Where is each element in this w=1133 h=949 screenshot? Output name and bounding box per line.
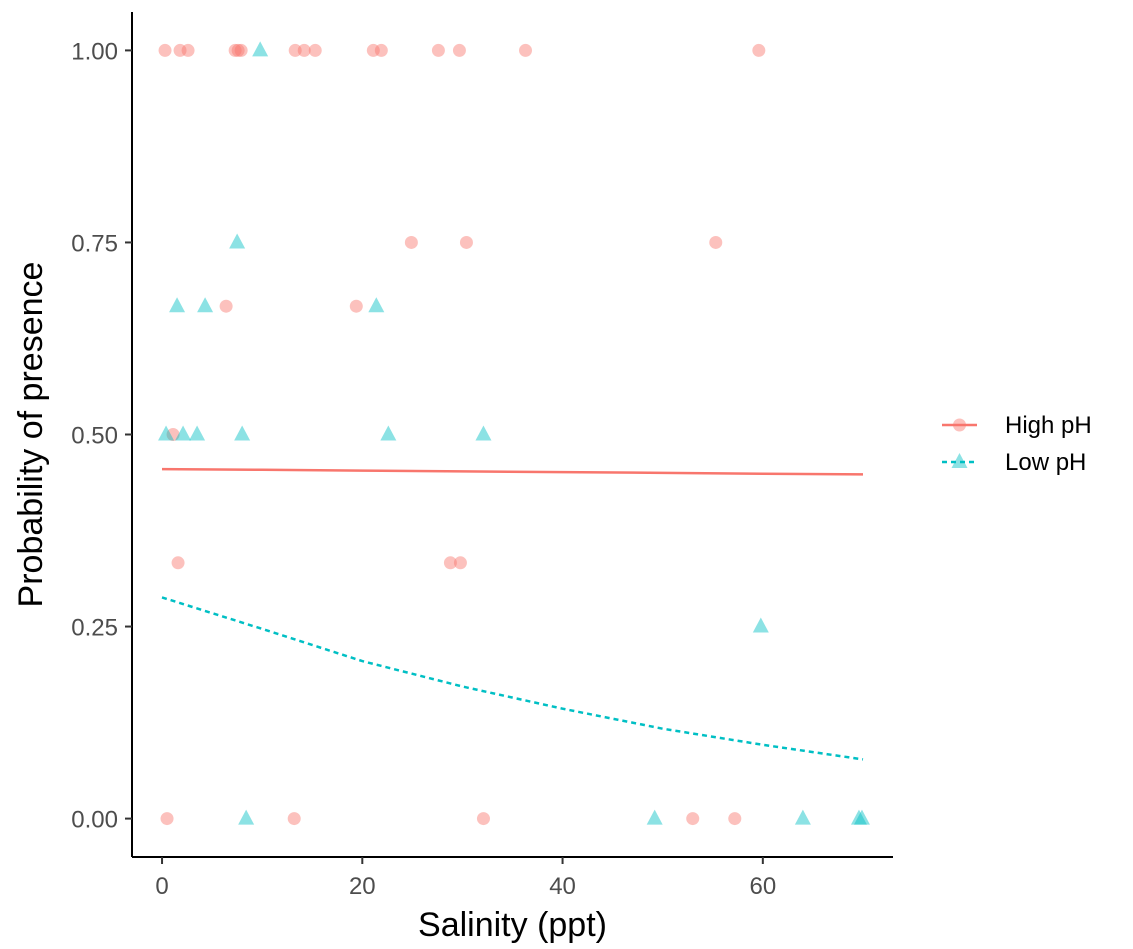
data-point-low-ph [368,297,385,313]
data-point-low-ph [850,809,867,825]
data-point-high-ph [287,812,301,826]
tick-marks: 0 20 40 60 0.00 0.25 0.50 0.75 1.00 [71,38,776,900]
data-point-high-ph [234,43,248,57]
y-tick-label: 0.00 [71,807,118,834]
data-point-high-ph [452,43,466,57]
data-point-high-ph [366,43,380,57]
x-tick-label: 60 [749,873,776,900]
data-point-low-ph [646,809,663,825]
y-tick-label: 0.75 [71,230,118,257]
y-axis-title: Probability of presence [12,262,50,608]
data-point-high-ph [173,43,187,57]
data-point-high-ph [160,812,174,826]
y-tick-label: 0.25 [71,615,118,642]
data-point-high-ph [308,43,322,57]
fit-line-high-ph [161,467,864,476]
data-point-high-ph [374,43,388,57]
data-point-high-ph [709,235,723,249]
legend: High pH Low pH [942,412,1092,476]
data-point-high-ph [431,43,445,57]
data-point-high-ph [519,43,533,57]
data-point-high-ph [228,43,242,57]
data-point-high-ph [349,299,363,313]
fit-lines [161,467,864,761]
legend-label: Low pH [1005,449,1086,476]
x-tick-label: 40 [549,873,576,900]
data-point-high-ph [476,812,490,826]
data-point-high-ph [728,812,742,826]
data-point-high-ph [686,812,700,826]
data-point-high-ph [443,556,457,570]
x-axis-title: Salinity (ppt) [418,906,607,944]
data-point-high-ph [158,43,172,57]
data-point-low-ph [169,297,186,313]
data-point-high-ph [166,428,180,441]
data-point-low-ph [158,425,175,441]
data-point-low-ph [175,425,192,441]
y-tick-label: 0.50 [71,423,118,450]
data-point-high-ph [171,556,185,570]
data-point-high-ph [453,556,467,570]
x-tick-label: 0 [155,873,168,900]
data-point-high-ph [404,235,418,249]
x-tick-label: 20 [349,873,376,900]
y-tick-label: 1.00 [71,38,118,65]
legend-key-marker [953,418,966,432]
data-point-low-ph [794,809,811,825]
data-point-low-ph [853,809,870,825]
data-point-high-ph [219,299,233,313]
data-point-high-ph [231,43,245,57]
data-point-low-ph [234,425,251,441]
data-point-high-ph [297,43,311,57]
legend-key-marker [951,453,968,468]
data-point-low-ph [475,425,492,441]
legend-label: High pH [1005,412,1092,439]
data-point-high-ph [752,43,766,57]
data-point-low-ph [197,297,214,313]
data-point-high-ph [288,43,302,57]
data-points [158,41,870,826]
data-point-low-ph [752,617,769,633]
data-point-low-ph [380,425,397,441]
legend-item: Low pH [942,449,1086,476]
fit-line-low-ph [161,596,864,761]
data-point-low-ph [229,233,246,249]
data-point-low-ph [189,425,206,441]
legend-item: High pH [942,412,1092,439]
data-point-high-ph [181,43,195,57]
data-point-low-ph [252,41,269,57]
data-point-high-ph [459,235,473,249]
data-point-low-ph [238,809,255,825]
